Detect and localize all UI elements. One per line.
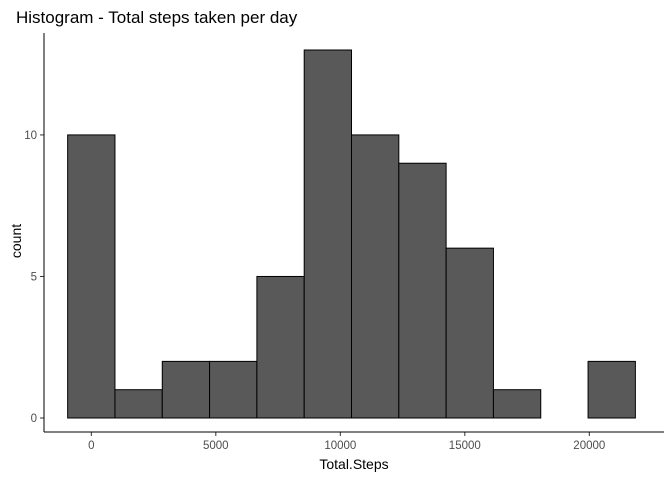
y-tick-label-2: 10	[24, 130, 37, 142]
x-tick-label-1: 5000	[203, 440, 229, 452]
histogram-bar-7	[398, 162, 447, 419]
x-tick-label-4: 20000	[573, 440, 605, 452]
x-tick-label-0: 0	[88, 440, 94, 452]
y-tick-label-1: 5	[31, 271, 37, 283]
histogram-bar-8	[445, 247, 494, 419]
histogram-bar-4	[256, 275, 305, 419]
chart-title: Histogram - Total steps taken per day	[16, 8, 298, 27]
histogram-bar-3	[209, 360, 258, 419]
histogram-bar-9	[492, 389, 542, 419]
histogram-bar-5	[303, 49, 353, 419]
bars-group	[67, 49, 636, 419]
histogram-bar-1	[114, 389, 163, 419]
y-axis-title: count	[8, 224, 24, 258]
histogram-bar-0	[67, 134, 116, 419]
x-tick-label-3: 15000	[449, 440, 481, 452]
histogram-bar-2	[161, 360, 211, 419]
y-tick-label-0: 0	[31, 413, 37, 425]
x-axis-title: Total.Steps	[319, 456, 388, 472]
histogram-bar-11	[587, 360, 636, 419]
histogram-bar-6	[351, 134, 400, 419]
x-tick-label-2: 10000	[324, 440, 356, 452]
x-axis-ticks: 0 5000 10000 15000 20000	[88, 432, 605, 452]
y-axis-ticks: 0 5 10	[24, 130, 44, 425]
